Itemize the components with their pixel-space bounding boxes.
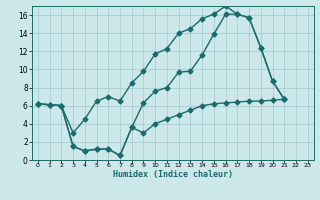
X-axis label: Humidex (Indice chaleur): Humidex (Indice chaleur) (113, 170, 233, 179)
